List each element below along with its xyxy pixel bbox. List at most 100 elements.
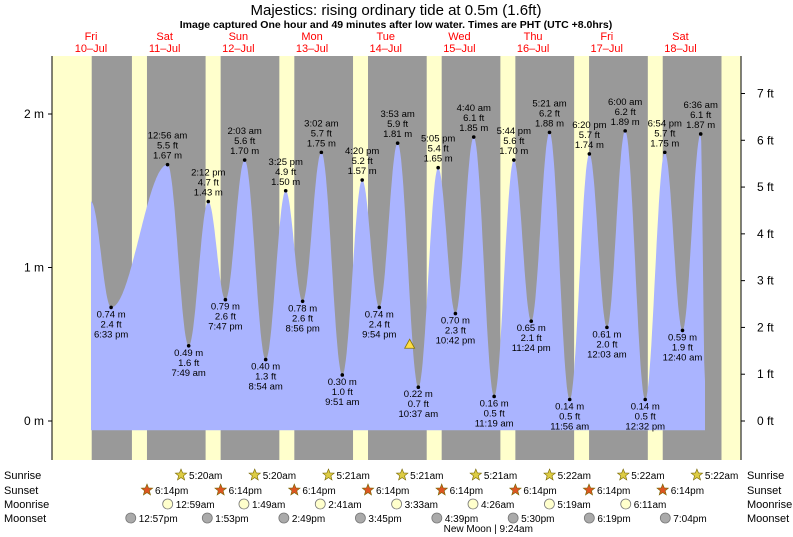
- sunset-row-label-left: Sunset: [4, 485, 38, 497]
- day-label-weekday: Fri: [600, 31, 613, 43]
- high-tide-label: 6:54 pm: [648, 118, 682, 129]
- metres-tick-label: 1 m: [24, 261, 44, 275]
- moonset-time: 7:04pm: [673, 514, 706, 525]
- sunrise-time: 5:22am: [705, 471, 738, 482]
- sunrise-icon: [616, 468, 630, 481]
- high-tide-label: 3:02 am: [304, 118, 338, 129]
- high-tide-label: 6:00 am: [608, 97, 642, 108]
- low-tide-label: 0.40 m: [251, 362, 280, 373]
- sunrise-time: 5:20am: [189, 471, 222, 482]
- high-tide-label: 1.65 m: [424, 154, 453, 165]
- sunset-time: 6:14pm: [671, 486, 704, 497]
- moonrise-icon: [620, 498, 632, 510]
- high-tide-label: 1.75 m: [650, 138, 679, 149]
- high-tide-label: 6:36 am: [684, 100, 718, 111]
- moonset-time: 1:53pm: [215, 514, 248, 525]
- low-tide-point: [643, 397, 648, 402]
- sunrise-icon: [469, 468, 483, 481]
- moonset-time: 3:45pm: [368, 514, 401, 525]
- moonset-icon: [583, 512, 595, 524]
- low-tide-label: 9:51 am: [325, 397, 359, 408]
- high-tide-label: 5:21 am: [532, 98, 566, 109]
- moonset-time: 12:57pm: [139, 514, 178, 525]
- low-tide-label: 0.5 ft: [559, 412, 580, 423]
- day-labels: Fri10–JulSat11–JulSun12–JulMon13–JulTue1…: [75, 31, 697, 55]
- tide-area: [91, 130, 705, 431]
- low-tide-label: 0.16 m: [480, 398, 509, 409]
- high-tide-label: 3:25 pm: [269, 157, 303, 168]
- feet-tick-label: 5 ft: [757, 180, 774, 194]
- low-tide-label: 1.0 ft: [332, 387, 353, 398]
- low-tide-label: 0.5 ft: [635, 412, 656, 423]
- sunrise-time: 5:21am: [484, 471, 517, 482]
- day-label-date: 13–Jul: [296, 43, 328, 55]
- day-label-weekday: Tue: [376, 31, 395, 43]
- chart-title: Majestics: rising ordinary tide at 0.5m …: [251, 2, 542, 19]
- high-tide-point: [698, 132, 703, 136]
- high-tide-label: 1.70 m: [230, 146, 259, 157]
- moonrise-time: 12:59am: [176, 500, 215, 511]
- moonset-icon: [354, 512, 366, 524]
- sunrise-time: 5:22am: [558, 471, 591, 482]
- chart-subtitle: Image captured One hour and 49 minutes a…: [180, 19, 612, 31]
- day-label-date: 12–Jul: [222, 43, 254, 55]
- day-label-weekday: Wed: [448, 31, 470, 43]
- low-tide-label: 12:40 am: [663, 352, 703, 363]
- low-tide-point: [186, 343, 191, 348]
- moonrise-row-label-right: Moonrise: [747, 499, 792, 511]
- high-tide-label: 1.89 m: [611, 117, 640, 128]
- high-tide-point: [436, 165, 440, 170]
- moonset-row-label-right: Moonset: [747, 513, 789, 525]
- feet-tick-label: 4 ft: [757, 227, 774, 241]
- moonrise-time: 4:26am: [481, 500, 514, 511]
- day-label-weekday: Sat: [156, 31, 173, 43]
- high-tide-label: 4.9 ft: [275, 167, 296, 178]
- low-tide-label: 2.4 ft: [369, 319, 390, 330]
- low-tide-label: 0.70 m: [441, 316, 470, 327]
- low-tide-label: 2.1 ft: [521, 333, 542, 344]
- high-tide-point: [512, 158, 516, 162]
- high-tide-label: 6.1 ft: [690, 110, 711, 121]
- high-tide-label: 5.7 ft: [579, 130, 600, 141]
- sunrise-icon: [248, 468, 262, 481]
- sunset-time: 6:14pm: [229, 486, 262, 497]
- sunrise-time: 5:21am: [410, 471, 443, 482]
- moonrise-time: 5:19am: [557, 500, 590, 511]
- moonset-icon: [659, 512, 671, 524]
- low-tide-label: 2.0 ft: [596, 339, 617, 350]
- high-tide-label: 1.50 m: [271, 177, 300, 188]
- sunrise-time: 5:20am: [263, 471, 296, 482]
- high-tide-label: 4:40 am: [457, 103, 491, 114]
- low-tide-point: [529, 319, 534, 324]
- moonrise-icon: [314, 498, 326, 510]
- moonset-time: 6:19pm: [597, 514, 630, 525]
- low-tide-label: 6:33 pm: [94, 329, 128, 340]
- low-tide-label: 8:56 pm: [285, 323, 319, 334]
- high-tide-point: [395, 141, 400, 145]
- low-tide-label: 0.74 m: [97, 309, 126, 320]
- high-tide-label: 1.74 m: [575, 140, 604, 151]
- sunset-time: 6:14pm: [450, 486, 483, 497]
- sunrise-row-label-right: Sunrise: [747, 470, 784, 482]
- high-tide-label: 2:12 pm: [191, 167, 225, 178]
- low-tide-point: [453, 311, 458, 316]
- high-tide-label: 2:03 am: [227, 126, 261, 137]
- low-tide-label: 8:54 am: [249, 382, 283, 393]
- low-tide-point: [680, 328, 685, 333]
- moonrise-icon: [238, 498, 250, 510]
- day-label-date: 15–Jul: [443, 43, 475, 55]
- high-tide-label: 12:56 am: [148, 131, 188, 142]
- low-tide-label: 1.6 ft: [178, 358, 199, 369]
- low-tide-label: 11:56 am: [550, 422, 589, 433]
- sunset-icon: [361, 483, 375, 496]
- high-tide-point: [165, 162, 170, 167]
- low-tide-label: 2.3 ft: [445, 326, 466, 337]
- day-label-date: 10–Jul: [75, 43, 107, 55]
- low-tide-point: [416, 385, 421, 390]
- high-tide-label: 5.7 ft: [311, 128, 332, 139]
- sunrise-icon: [690, 468, 704, 481]
- sunrise-row-label-left: Sunrise: [4, 470, 41, 482]
- high-tide-label: 1.67 m: [153, 151, 182, 162]
- high-tide-label: 6.1 ft: [463, 113, 484, 124]
- low-tide-label: 0.49 m: [174, 348, 203, 359]
